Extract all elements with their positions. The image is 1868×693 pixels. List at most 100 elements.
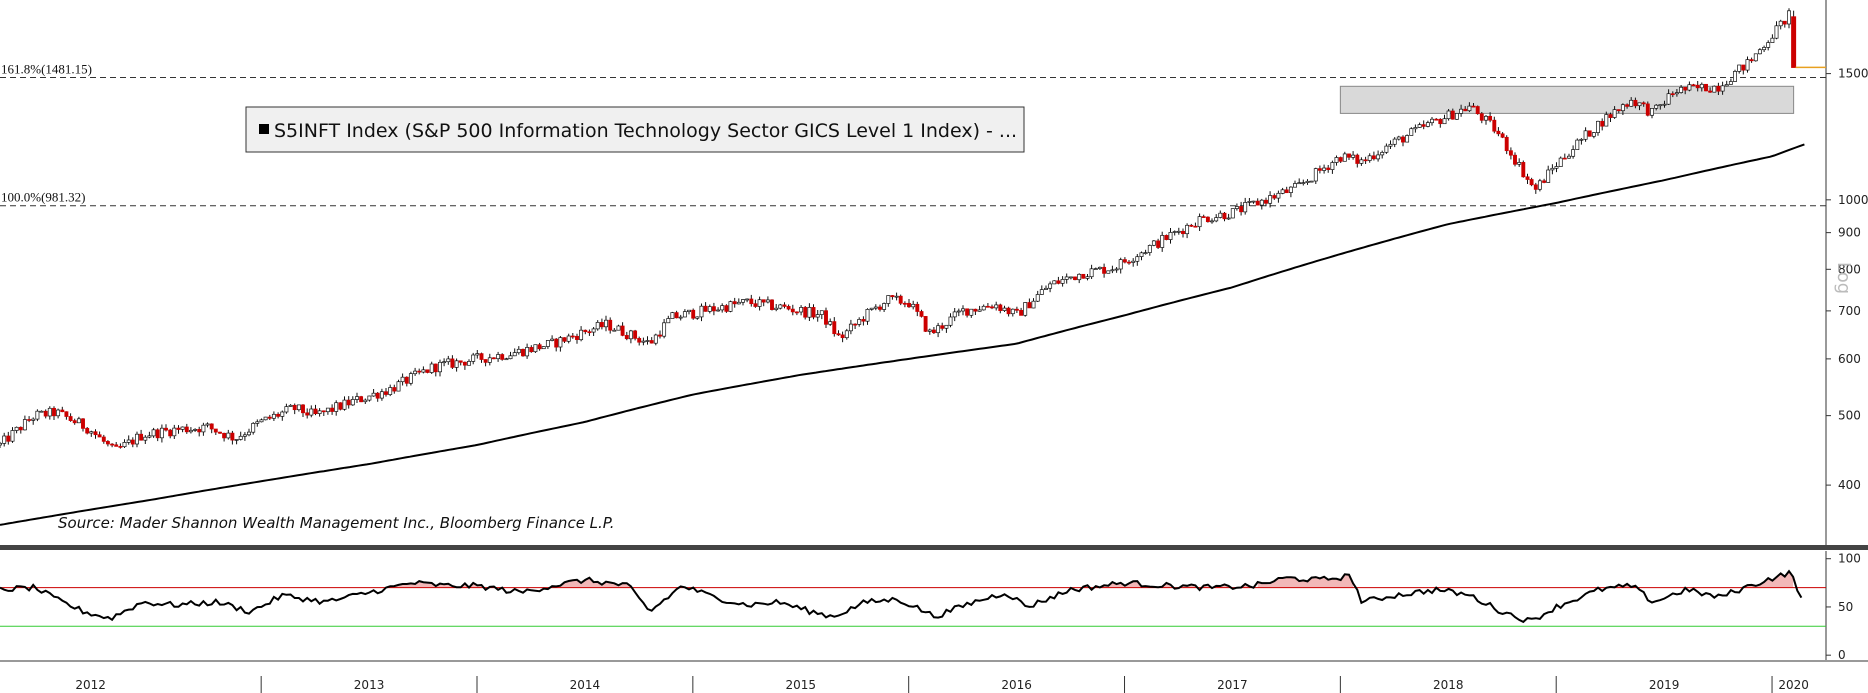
rsi-panel: 0 50 100 — [0, 552, 1861, 662]
candle-body — [724, 305, 729, 312]
candle-body — [1782, 20, 1787, 25]
candle-body — [1205, 216, 1210, 223]
candle-body — [1637, 102, 1642, 107]
candle-body — [1272, 195, 1277, 199]
candle-body — [1363, 159, 1368, 162]
candle-body — [454, 360, 459, 368]
candle-body — [1131, 260, 1136, 263]
candle-body — [413, 370, 418, 375]
candle-body — [998, 304, 1003, 311]
candle-body — [1077, 273, 1082, 281]
candle-body — [1247, 201, 1252, 203]
candle-body — [1347, 153, 1351, 158]
candle-body — [105, 441, 110, 445]
candle-body — [948, 316, 953, 326]
candle-body — [1234, 206, 1239, 209]
candle-body — [1114, 268, 1119, 271]
candle-body — [1064, 276, 1069, 280]
moving-average — [0, 143, 1805, 526]
candle-body — [2, 435, 7, 444]
x-year-label: 2015 — [785, 678, 816, 692]
candle-body — [1733, 71, 1737, 82]
candle-body — [1720, 85, 1725, 92]
candle-body — [1122, 259, 1127, 263]
candle-body — [985, 305, 990, 308]
candle-body — [1255, 200, 1260, 206]
candle-body — [720, 305, 725, 311]
candle-body — [1251, 200, 1256, 203]
candle-body — [1591, 132, 1596, 137]
candle-body — [1239, 206, 1244, 213]
candle-body — [637, 338, 642, 343]
candle-body — [1417, 124, 1422, 128]
candle-body — [209, 423, 214, 430]
candle-body — [201, 424, 206, 433]
candle-body — [1762, 47, 1767, 51]
candle-body — [1313, 168, 1318, 182]
candle-body — [1616, 109, 1621, 112]
candle-body — [500, 354, 505, 360]
candle-body — [666, 318, 671, 324]
candle-body — [1728, 81, 1733, 85]
candle-body — [716, 309, 721, 312]
candle-body — [1662, 103, 1667, 106]
candle-body — [628, 330, 633, 340]
candle-body — [1297, 182, 1302, 185]
candle-body — [579, 329, 584, 341]
candle-body — [168, 429, 173, 437]
candle-body — [1687, 84, 1692, 91]
candle-body — [1641, 102, 1646, 105]
candle-body — [359, 396, 364, 403]
candle-body — [878, 306, 882, 310]
candle-body — [728, 301, 733, 312]
x-year-label: 2014 — [570, 678, 601, 692]
candle-body — [247, 431, 251, 436]
candle-body — [384, 391, 388, 395]
candle-body — [1674, 92, 1679, 95]
price-y-tick-label: 500 — [1838, 409, 1861, 423]
rsi-series-line — [0, 569, 1803, 624]
candle-body — [545, 340, 550, 347]
candle-body — [907, 302, 911, 308]
candle-body — [1151, 240, 1156, 246]
candle-body — [865, 309, 870, 322]
candle-body — [1658, 104, 1663, 107]
candle-body — [969, 308, 974, 316]
candle-body — [658, 334, 662, 337]
candle-body — [711, 306, 716, 312]
candle-body — [1562, 157, 1567, 160]
candle-body — [1019, 309, 1024, 316]
legend-box[interactable]: S5INFT Index (S&P 500 Information Techno… — [245, 106, 1025, 153]
candle-body — [1650, 108, 1654, 116]
candle-body — [10, 430, 15, 442]
panel-splitter[interactable] — [0, 545, 1868, 550]
candle-body — [72, 420, 77, 424]
candle-body — [687, 309, 691, 312]
candle-body — [1629, 99, 1634, 107]
candle-body — [753, 303, 758, 307]
candle-body — [1326, 167, 1331, 170]
candle-body — [575, 335, 579, 340]
candle-body — [56, 409, 61, 417]
candle-body — [1517, 162, 1522, 165]
candle-body — [936, 325, 941, 334]
candle-body — [1118, 259, 1123, 270]
candle-body — [458, 360, 463, 363]
candle-body — [927, 329, 932, 332]
rsi-overbought-fill — [16, 571, 1794, 588]
candle-body — [367, 395, 372, 401]
candle-body — [1484, 115, 1488, 121]
candle-body — [923, 316, 928, 332]
candle-body — [1388, 143, 1393, 147]
candle-body — [836, 333, 841, 336]
candle-body — [770, 299, 774, 310]
candle-body — [267, 416, 272, 419]
candle-body — [1068, 276, 1073, 279]
candle-body — [172, 427, 177, 437]
candle-body — [1704, 83, 1708, 92]
candle-body — [1716, 85, 1721, 92]
source-note: Source: Mader Shannon Wealth Management … — [58, 514, 615, 532]
candle-body — [956, 310, 961, 313]
candle-body — [1529, 179, 1534, 186]
